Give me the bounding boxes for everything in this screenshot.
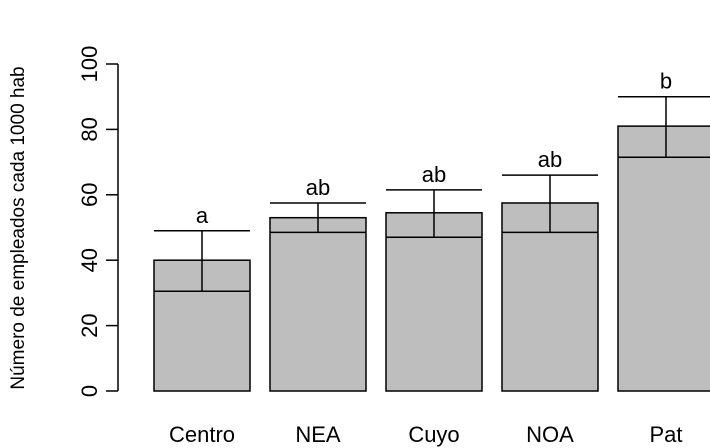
significance-labels-group: a ab ab ab b <box>196 69 672 228</box>
significance-label: ab <box>538 147 562 172</box>
y-axis: 0 20 40 60 80 100 <box>77 46 119 397</box>
significance-label: ab <box>306 175 330 200</box>
y-tick-label: 20 <box>77 313 102 337</box>
y-tick-label: 60 <box>77 183 102 207</box>
category-label: Centro <box>169 422 235 447</box>
bar <box>385 212 483 392</box>
error-bars-group <box>154 95 710 293</box>
significance-label: b <box>660 69 672 94</box>
bar <box>617 125 710 392</box>
y-tick-label: 100 <box>77 46 102 83</box>
significance-label: ab <box>422 162 446 187</box>
y-tick-label: 0 <box>77 385 102 397</box>
y-axis-title: Número de empleados cada 1000 hab <box>8 66 29 389</box>
category-label: NOA <box>526 422 574 447</box>
bar <box>269 216 367 392</box>
significance-label: a <box>196 203 209 228</box>
y-tick-label: 40 <box>77 248 102 272</box>
x-axis-labels: Centro NEA Cuyo NOA Pat <box>169 422 683 447</box>
category-label: NEA <box>295 422 341 447</box>
category-label: Pat <box>649 422 682 447</box>
category-label: Cuyo <box>408 422 459 447</box>
bar <box>501 202 599 392</box>
y-tick-label: 80 <box>77 117 102 141</box>
